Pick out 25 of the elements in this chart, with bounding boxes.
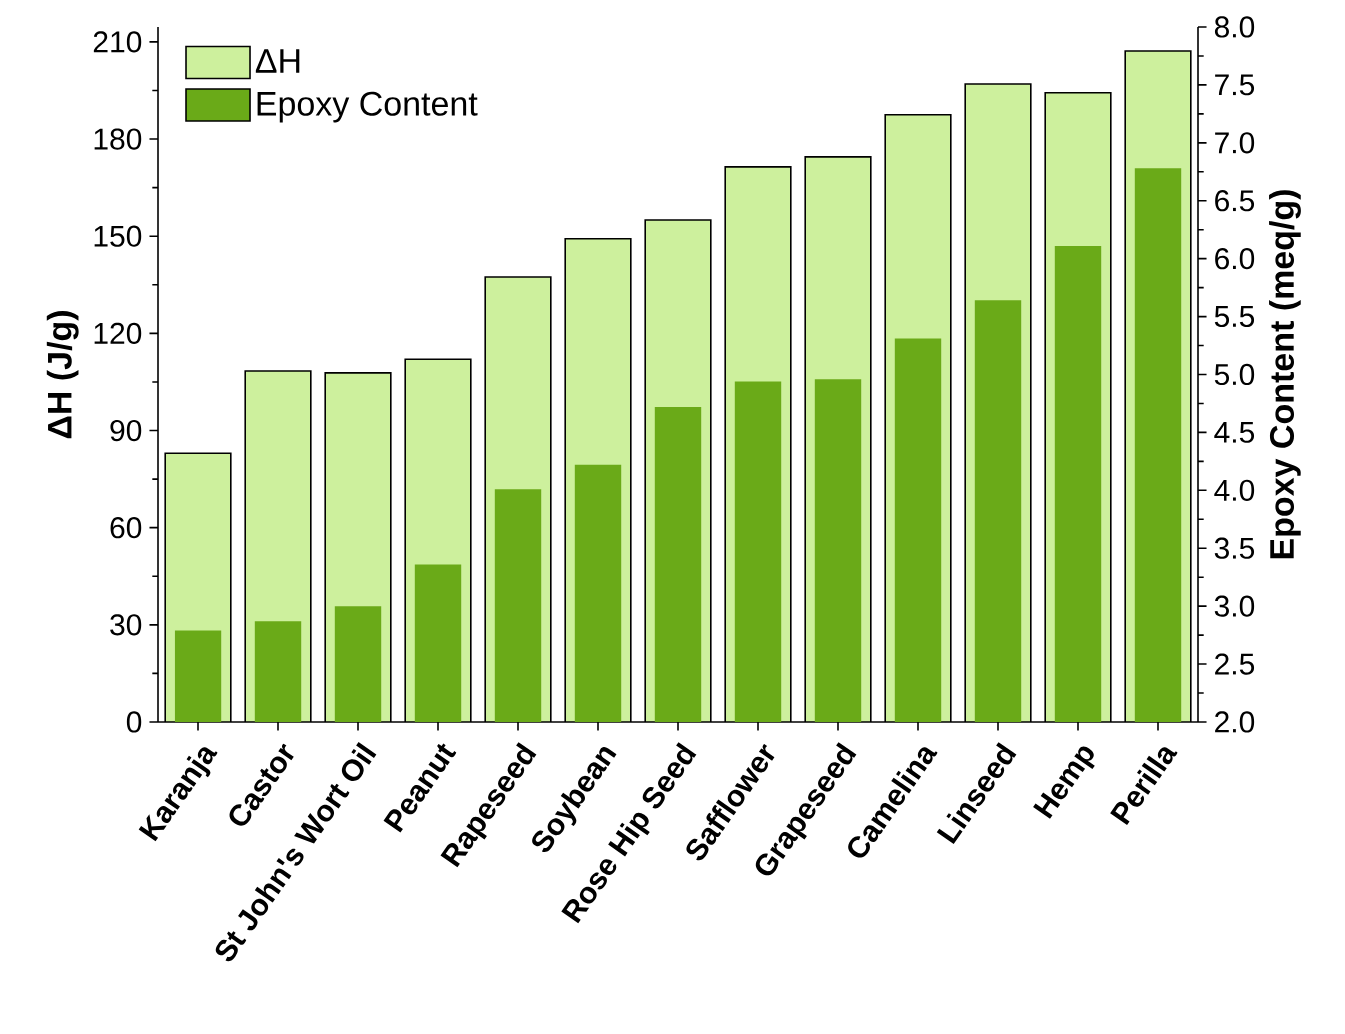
y2-tick-label: 8.0 <box>1214 16 1255 38</box>
y-axis-title: ΔH (J/g) <box>46 311 79 439</box>
y2-tick-label: 6.0 <box>1215 248 1255 270</box>
y2-tick-label: 6.5 <box>1215 190 1255 212</box>
y2-tick-label: 7.0 <box>1215 132 1255 154</box>
legend-label: Epoxy Content <box>257 91 478 123</box>
y2-tick-label: 3.0 <box>1214 595 1255 617</box>
y-tick-label: 60 <box>110 517 142 539</box>
y-tick-label: 120 <box>94 322 142 344</box>
y-tick-label: 90 <box>110 419 142 442</box>
y2-tick-label: 2.0 <box>1215 711 1255 733</box>
y2-tick-label: 4.5 <box>1214 421 1255 443</box>
y-tick-label: 0 <box>126 711 142 733</box>
y2-axis-title: Epoxy Content (meq/g) <box>1269 190 1301 559</box>
y2-tick-label: 7.5 <box>1215 74 1255 96</box>
y-tick-label: 180 <box>94 128 142 150</box>
y-tick-label: 30 <box>110 614 142 636</box>
y-tick-label: 210 <box>93 31 142 53</box>
y2-tick-label: 5.5 <box>1214 306 1255 328</box>
y-tick-label: 150 <box>94 225 142 247</box>
y2-tick-label: 4.0 <box>1214 479 1255 501</box>
y2-tick-label: 2.5 <box>1215 653 1255 675</box>
y2-tick-label: 3.5 <box>1214 537 1255 559</box>
legend-label: ΔH <box>255 49 300 73</box>
y2-tick-label: 5.0 <box>1214 363 1255 386</box>
